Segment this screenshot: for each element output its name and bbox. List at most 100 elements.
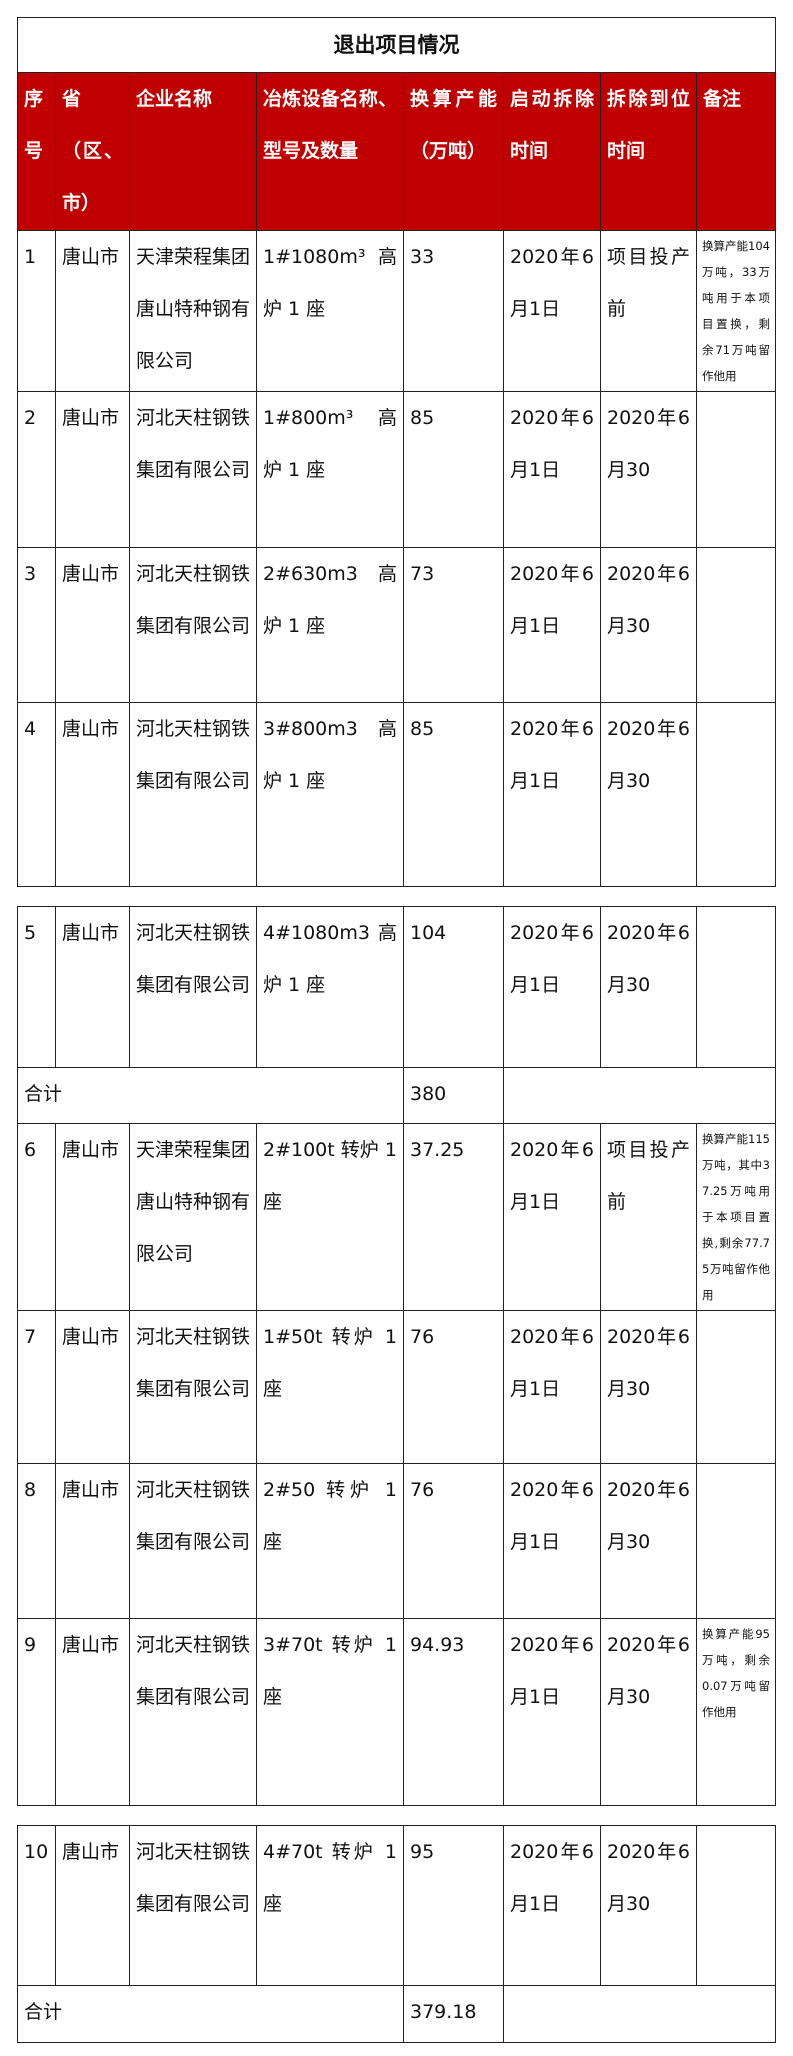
- end-time: 2020年6月30: [600, 547, 697, 703]
- column-header-company-name: 企业名称: [129, 72, 257, 231]
- start-time: 2020年6月1日: [503, 230, 601, 392]
- row-number: 2: [17, 391, 56, 548]
- table-row: 2 唐山市 河北天柱钢铁集团有限公司 1#800m³ 高炉 1 座 85 2020年6月1…: [17, 391, 776, 548]
- city: 唐山市: [55, 702, 130, 887]
- city: 唐山市: [55, 1123, 130, 1311]
- capacity: 33: [403, 230, 504, 392]
- table-row: 7 唐山市 河北天柱钢铁集团有限公司 1#50t 转炉 1 座 76 2020年6月1日 2…: [17, 1310, 776, 1464]
- total-label: 合计: [17, 1067, 404, 1124]
- start-time: 2020年6月1日: [503, 1463, 601, 1619]
- city: 唐山市: [55, 391, 130, 548]
- equipment: 1#50t 转炉 1 座: [256, 1310, 404, 1464]
- note: [696, 391, 776, 548]
- capacity: 104: [403, 906, 504, 1068]
- equipment: 4#1080m3 高炉 1 座: [256, 906, 404, 1068]
- start-time: 2020年6月1日: [503, 1123, 601, 1311]
- company-name: 河北天柱钢铁集团有限公司: [129, 1310, 257, 1464]
- start-time: 2020年6月1日: [503, 1618, 601, 1806]
- row-number: 8: [17, 1463, 56, 1619]
- end-time: 2020年6月30: [600, 702, 697, 887]
- company-name: 河北天柱钢铁集团有限公司: [129, 1618, 257, 1806]
- company-name: 天津荣程集团唐山特种钢有限公司: [129, 1123, 257, 1311]
- company-name: 河北天柱钢铁集团有限公司: [129, 906, 257, 1068]
- company-name: 天津荣程集团唐山特种钢有限公司: [129, 230, 257, 392]
- total-empty: [503, 1985, 776, 2043]
- note: [696, 1463, 776, 1619]
- table-row: 1 唐山市 天津荣程集团唐山特种钢有限公司 1#1080m³高炉 1 座 33 2020年…: [17, 230, 776, 392]
- table-row: 3 唐山市 河北天柱钢铁集团有限公司 2#630m3 高炉 1 座 73 2020年6月1…: [17, 547, 776, 703]
- exit-projects-table-part-2: 5 唐山市 河北天柱钢铁集团有限公司 4#1080m3 高炉 1 座 104 2020年6…: [17, 906, 776, 1806]
- city: 唐山市: [55, 1463, 130, 1619]
- capacity: 85: [403, 391, 504, 548]
- total-row: 合计 379.18: [17, 1985, 776, 2043]
- note: 换算产能95万吨，剩余0.07万吨留作他用: [696, 1618, 776, 1806]
- start-time: 2020年6月1日: [503, 391, 601, 548]
- end-time: 2020年6月30: [600, 906, 697, 1068]
- capacity: 37.25: [403, 1123, 504, 1311]
- start-time: 2020年6月1日: [503, 547, 601, 703]
- equipment: 3#800m3 高炉 1 座: [256, 702, 404, 887]
- start-time: 2020年6月1日: [503, 1825, 601, 1986]
- row-number: 4: [17, 702, 56, 887]
- city: 唐山市: [55, 1825, 130, 1986]
- note: 换算产能104万吨，33万吨用于本项目置换，剩余71万吨留作他用: [696, 230, 776, 392]
- note: [696, 547, 776, 703]
- row-number: 9: [17, 1618, 56, 1806]
- end-time: 2020年6月30: [600, 1310, 697, 1464]
- end-time: 2020年6月30: [600, 391, 697, 548]
- city: 唐山市: [55, 1310, 130, 1464]
- row-number: 6: [17, 1123, 56, 1311]
- total-value: 380: [403, 1067, 504, 1124]
- equipment: 2#50 转炉 1 座: [256, 1463, 404, 1619]
- row-number: 7: [17, 1310, 56, 1464]
- equipment: 4#70t 转炉 1 座: [256, 1825, 404, 1986]
- total-empty: [503, 1067, 776, 1124]
- exit-projects-table-part-3: 10 唐山市 河北天柱钢铁集团有限公司 4#70t 转炉 1 座 95 2020年6月1日…: [17, 1825, 776, 2043]
- end-time: 项目投产前: [600, 1123, 697, 1311]
- end-time: 2020年6月30: [600, 1825, 697, 1986]
- table-row: 4 唐山市 河北天柱钢铁集团有限公司 3#800m3 高炉 1 座 85 2020年6月1…: [17, 702, 776, 887]
- column-header-city: 省（区、市）: [55, 72, 130, 231]
- capacity: 95: [403, 1825, 504, 1986]
- city: 唐山市: [55, 547, 130, 703]
- exit-projects-table-part-1: 退出项目情况 序号 省（区、市） 企业名称 冶炼设备名称、型号及数量 换算产能（万吨） 启动…: [17, 17, 776, 887]
- total-row: 合计 380: [17, 1067, 776, 1124]
- city: 唐山市: [55, 1618, 130, 1806]
- city: 唐山市: [55, 230, 130, 392]
- end-time: 2020年6月30: [600, 1618, 697, 1806]
- start-time: 2020年6月1日: [503, 1310, 601, 1464]
- table-row: 10 唐山市 河北天柱钢铁集团有限公司 4#70t 转炉 1 座 95 2020年6月1日…: [17, 1825, 776, 1986]
- note: [696, 1825, 776, 1986]
- start-time: 2020年6月1日: [503, 906, 601, 1068]
- row-number: 1: [17, 230, 56, 392]
- company-name: 河北天柱钢铁集团有限公司: [129, 1463, 257, 1619]
- table-row: 5 唐山市 河北天柱钢铁集团有限公司 4#1080m3 高炉 1 座 104 2020年6…: [17, 906, 776, 1068]
- column-header-equipment: 冶炼设备名称、型号及数量: [256, 72, 404, 231]
- end-time: 2020年6月30: [600, 1463, 697, 1619]
- table-title: 退出项目情况: [17, 17, 776, 73]
- note: [696, 702, 776, 887]
- note: 换算产能115万吨，其中37.25万吨用于本项目置换,剩余77.75万吨留作他用: [696, 1123, 776, 1311]
- equipment: 1#800m³ 高炉 1 座: [256, 391, 404, 548]
- equipment: 3#70t 转炉 1 座: [256, 1618, 404, 1806]
- table-row: 9 唐山市 河北天柱钢铁集团有限公司 3#70t 转炉 1 座 94.93 2020年6月…: [17, 1618, 776, 1806]
- note: [696, 1310, 776, 1464]
- note: [696, 906, 776, 1068]
- total-value: 379.18: [403, 1985, 504, 2043]
- company-name: 河北天柱钢铁集团有限公司: [129, 702, 257, 887]
- row-number: 10: [17, 1825, 56, 1986]
- column-header-note: 备注: [696, 72, 776, 231]
- equipment: 1#1080m³高炉 1 座: [256, 230, 404, 392]
- start-time: 2020年6月1日: [503, 702, 601, 887]
- column-header-start-time: 启动拆除时间: [503, 72, 601, 231]
- equipment: 2#100t 转炉 1 座: [256, 1123, 404, 1311]
- column-header-row-number: 序号: [17, 72, 56, 231]
- title-row: 退出项目情况: [17, 17, 776, 73]
- capacity: 85: [403, 702, 504, 887]
- column-header-end-time: 拆除到位时间: [600, 72, 697, 231]
- table-row: 6 唐山市 天津荣程集团唐山特种钢有限公司 2#100t 转炉 1 座 37.25 202…: [17, 1123, 776, 1311]
- capacity: 94.93: [403, 1618, 504, 1806]
- capacity: 76: [403, 1463, 504, 1619]
- row-number: 5: [17, 906, 56, 1068]
- equipment: 2#630m3 高炉 1 座: [256, 547, 404, 703]
